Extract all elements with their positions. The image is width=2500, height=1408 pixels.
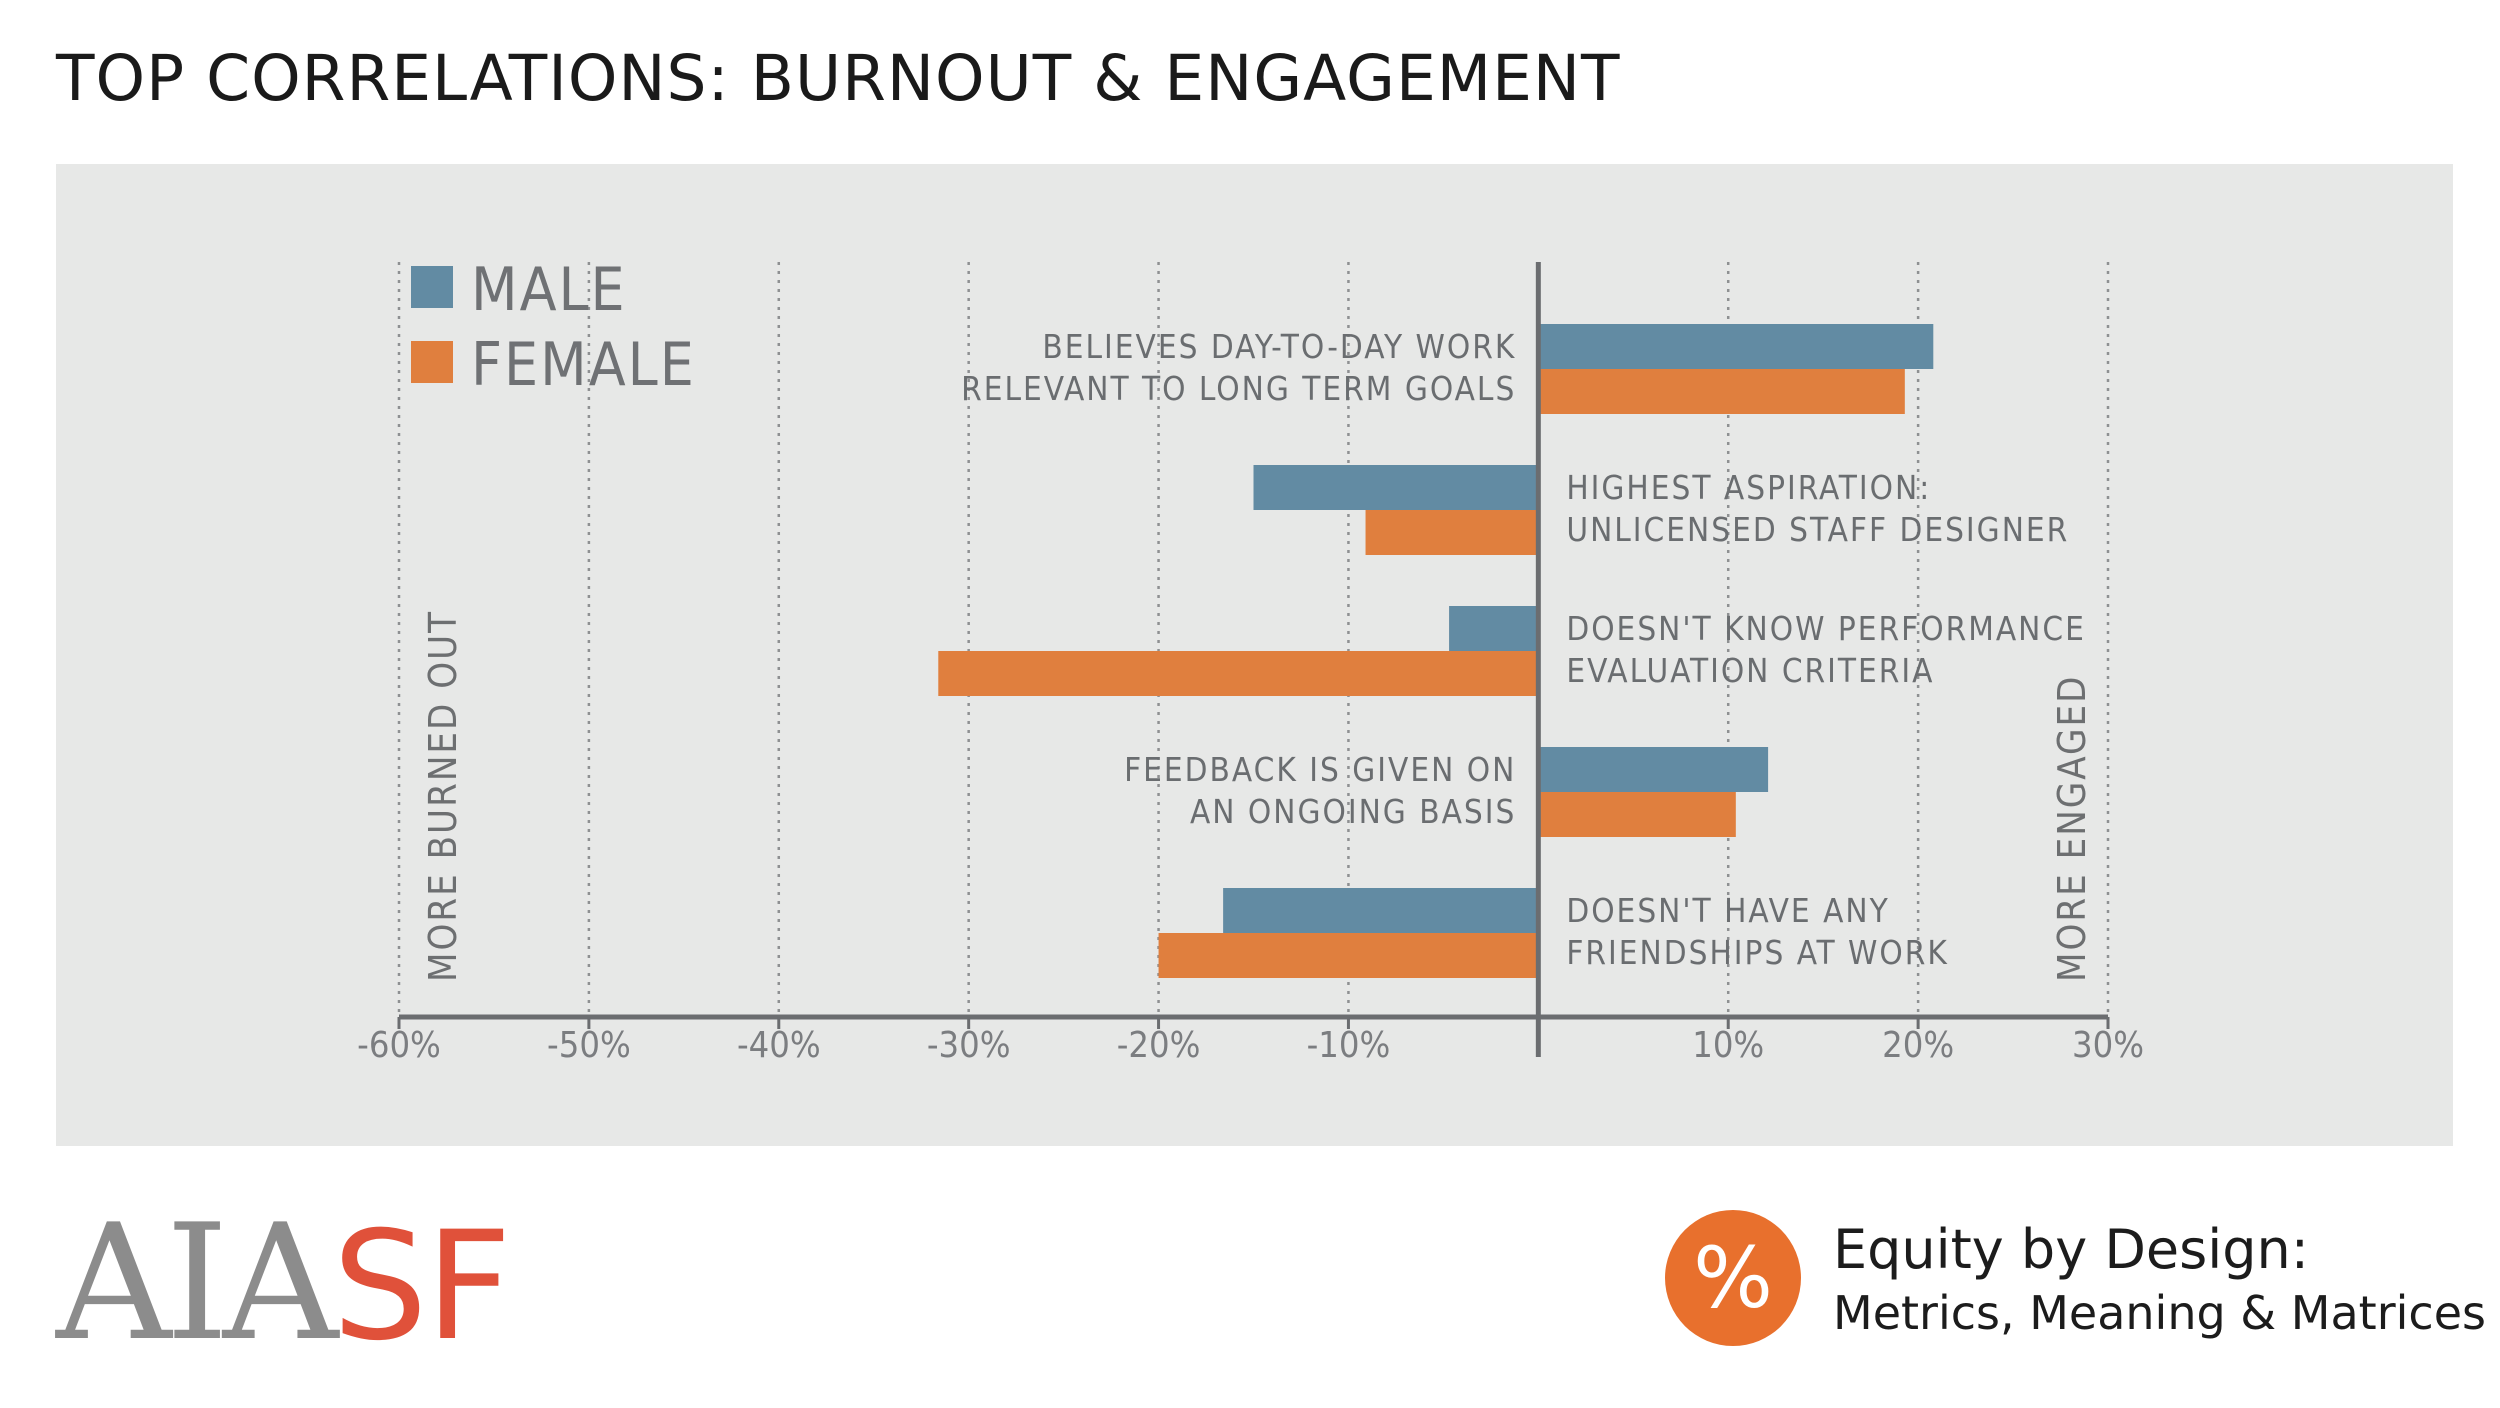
x-tick-label: 20% <box>1882 1025 1954 1066</box>
aiasf-logo: AIASF <box>56 1203 512 1363</box>
category-label: FRIENDSHIPS AT WORK <box>1566 933 1949 972</box>
bar-male <box>1223 888 1539 933</box>
logo-sf-text: SF <box>332 1200 511 1374</box>
x-tick-label: -20% <box>1117 1025 1201 1066</box>
bar-female <box>1158 933 1539 978</box>
category-label: FEEDBACK IS GIVEN ON <box>1124 750 1516 789</box>
bar-male <box>1538 747 1769 792</box>
bar-male <box>1538 324 1934 369</box>
bar-female <box>938 651 1539 696</box>
category-label: RELEVANT TO LONG TERM GOALS <box>961 369 1516 408</box>
page-title: TOP CORRELATIONS: BURNOUT & ENGAGEMENT <box>56 42 1621 115</box>
category-label: BELIEVES DAY-TO-DAY WORK <box>1042 327 1516 366</box>
category-label: UNLICENSED STAFF DESIGNER <box>1566 510 2069 549</box>
bar-female <box>1365 510 1539 555</box>
x-tick-label: 10% <box>1692 1025 1764 1066</box>
logo-aia-text: AIA <box>56 1189 338 1376</box>
legend-swatch-male <box>411 266 453 308</box>
legend-label-male: MALE <box>471 255 627 325</box>
category-label: EVALUATION CRITERIA <box>1566 651 1934 690</box>
equity-title: Equity by Design: <box>1833 1218 2309 1281</box>
equity-subtitle: Metrics, Meaning & Matrices <box>1833 1286 2486 1340</box>
x-tick-label: -10% <box>1307 1025 1391 1066</box>
category-label: DOESN'T HAVE ANY <box>1566 891 1889 930</box>
more-burned-out-label: MORE BURNED OUT <box>421 610 465 982</box>
x-tick-label: 30% <box>2072 1025 2144 1066</box>
legend-swatch-female <box>411 341 453 383</box>
x-tick-label: -60% <box>357 1025 441 1066</box>
category-label: AN ONGOING BASIS <box>1190 792 1516 831</box>
x-tick-label: -50% <box>547 1025 631 1066</box>
bar-male <box>1253 465 1539 510</box>
tick-labels: -60% -50% -40% -30% -20% -10% 10% 20% 30% <box>357 1025 2144 1066</box>
bar-female <box>1538 369 1905 414</box>
x-tick-label: -40% <box>737 1025 821 1066</box>
bar-male <box>1449 606 1539 651</box>
legend-label-female: FEMALE <box>471 330 696 400</box>
side-labels: MORE BURNED OUT MORE ENGAGED <box>421 610 2094 982</box>
more-engaged-label: MORE ENGAGED <box>2050 675 2094 982</box>
bars <box>938 324 1934 978</box>
bar-female <box>1538 792 1736 837</box>
category-label: DOESN'T KNOW PERFORMANCE <box>1566 609 2086 648</box>
percent-icon: % <box>1665 1210 1801 1346</box>
category-label: HIGHEST ASPIRATION: <box>1566 468 1931 507</box>
chart-panel: BELIEVES DAY-TO-DAY WORK RELEVANT TO LONG… <box>56 164 2453 1146</box>
x-tick-label: -30% <box>927 1025 1011 1066</box>
axes <box>397 262 2110 1057</box>
